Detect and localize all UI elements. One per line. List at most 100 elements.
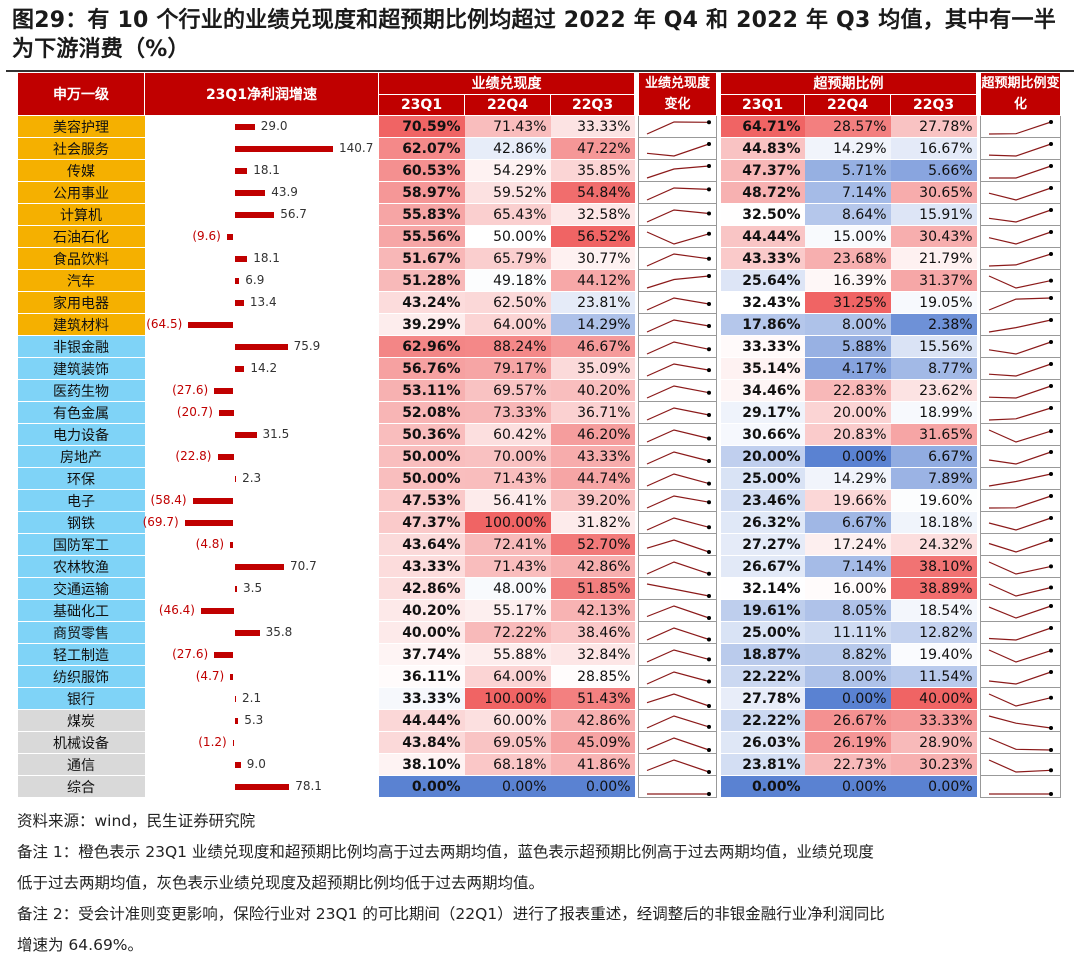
beat-value: 34.46% bbox=[720, 379, 805, 402]
column-gap bbox=[634, 203, 639, 226]
fulfill-value: 65.79% bbox=[464, 247, 551, 270]
fulfill-value: 30.77% bbox=[550, 247, 635, 270]
growth-bar bbox=[219, 410, 234, 416]
beat-change-cell bbox=[980, 247, 1062, 270]
growth-bar bbox=[184, 520, 234, 526]
column-gap bbox=[634, 291, 639, 314]
source-note: 资料来源：wind，民生证券研究院 bbox=[17, 812, 256, 830]
fulfill-value: 55.83% bbox=[378, 203, 465, 226]
fulfill-value: 72.41% bbox=[464, 533, 551, 556]
fulfill-change-cell bbox=[638, 665, 718, 688]
fulfill-value: 43.64% bbox=[378, 533, 465, 556]
table-row: 电力设备 31.5 50.36% 60.42% 46.20% 30.66% 20.83% 31… bbox=[17, 423, 1062, 446]
column-gap bbox=[716, 379, 721, 402]
column-gap bbox=[976, 335, 981, 358]
fulfill-value: 71.43% bbox=[464, 115, 551, 138]
beat-value: 0.00% bbox=[890, 775, 977, 798]
fulfill-value: 48.00% bbox=[464, 577, 551, 600]
growth-label: 56.7 bbox=[280, 207, 307, 221]
growth-label: 3.5 bbox=[243, 581, 263, 595]
growth-label: 13.4 bbox=[249, 295, 277, 309]
fulfill-value: 100.00% bbox=[464, 687, 551, 710]
column-gap bbox=[634, 115, 639, 138]
beat-value: 24.32% bbox=[890, 533, 977, 556]
fulfill-value: 32.84% bbox=[550, 643, 635, 666]
beat-value: 23.68% bbox=[804, 247, 891, 270]
fulfill-change-cell bbox=[638, 511, 718, 534]
figure-title: 图29：有 10 个行业的业绩兑现度和超预期比例均超过 2022 年 Q4 和 … bbox=[12, 8, 1056, 62]
fulfill-change-cell bbox=[638, 115, 718, 138]
column-gap bbox=[716, 401, 721, 424]
fulfill-value: 39.29% bbox=[378, 313, 465, 336]
table-row: 商贸零售 35.8 40.00% 72.22% 38.46% 25.00% 11.11% 12… bbox=[17, 621, 1062, 644]
fulfill-value: 44.44% bbox=[378, 709, 465, 732]
beat-value: 26.19% bbox=[804, 731, 891, 754]
column-gap bbox=[716, 753, 721, 776]
table-row: 公用事业 43.9 58.97% 59.52% 54.84% 48.72% 7.14% 30.… bbox=[17, 181, 1062, 204]
table-row: 银行 2.1 33.33% 100.00% 51.43% 27.78% 0.00% 40.00… bbox=[17, 687, 1062, 710]
industry-name: 电力设备 bbox=[17, 423, 145, 446]
column-gap bbox=[634, 137, 639, 160]
column-gap bbox=[634, 709, 639, 732]
beat-value: 15.91% bbox=[890, 203, 977, 226]
sparkline-beat-2 bbox=[989, 163, 1054, 179]
beat-value: 0.00% bbox=[804, 445, 891, 468]
header-fulfill: 业绩兑现度 bbox=[377, 72, 636, 95]
column-gap bbox=[716, 775, 721, 798]
beat-change-cell bbox=[980, 401, 1062, 424]
fulfill-value: 50.00% bbox=[378, 467, 465, 490]
fulfill-value: 50.36% bbox=[378, 423, 465, 446]
growth-label: (20.7) bbox=[176, 405, 213, 419]
table-row: 家用电器 13.4 43.24% 62.50% 23.81% 32.43% 31.25% 19… bbox=[17, 291, 1062, 314]
beat-value: 31.65% bbox=[890, 423, 977, 446]
header-gap bbox=[976, 72, 981, 116]
sparkline-fulfill-30 bbox=[647, 791, 712, 796]
beat-value: 5.88% bbox=[804, 335, 891, 358]
header-beat-q4: 22Q4 bbox=[804, 93, 892, 116]
beat-value: 26.03% bbox=[720, 731, 805, 754]
industry-name: 煤炭 bbox=[17, 709, 145, 732]
growth-bar bbox=[192, 498, 234, 504]
beat-value: 38.10% bbox=[890, 555, 977, 578]
growth-bar bbox=[234, 718, 239, 724]
beat-change-cell bbox=[980, 687, 1062, 710]
growth-cell: (4.8) bbox=[145, 534, 379, 556]
beat-value: 64.71% bbox=[720, 115, 805, 138]
sparkline-beat-18 bbox=[988, 515, 1054, 531]
fulfill-value: 31.82% bbox=[550, 511, 635, 534]
fulfill-value: 42.13% bbox=[550, 599, 635, 622]
fulfill-value: 73.33% bbox=[464, 401, 551, 424]
beat-value: 38.89% bbox=[890, 577, 977, 600]
industry-name: 汽车 bbox=[17, 269, 145, 292]
column-gap bbox=[976, 291, 981, 314]
fulfill-value: 52.08% bbox=[378, 401, 465, 424]
growth-bar bbox=[234, 190, 266, 196]
column-gap bbox=[716, 621, 721, 644]
fulfill-value: 28.85% bbox=[550, 665, 635, 688]
sparkline-beat-4 bbox=[988, 207, 1054, 223]
growth-label: 29.0 bbox=[260, 119, 288, 134]
growth-cell: (58.4) bbox=[145, 490, 379, 512]
growth-bar bbox=[234, 784, 290, 790]
table-row: 国防军工 (4.8) 43.64% 72.41% 52.70% 27.27% 17.24% 2… bbox=[17, 533, 1062, 556]
column-gap bbox=[716, 709, 721, 732]
fulfill-value: 47.22% bbox=[550, 137, 635, 160]
fulfill-value: 62.07% bbox=[378, 137, 465, 160]
column-gap bbox=[634, 687, 639, 710]
industry-name: 机械设备 bbox=[17, 731, 145, 754]
sparkline-fulfill-15 bbox=[646, 450, 712, 465]
column-gap bbox=[716, 467, 721, 490]
fulfill-value: 51.28% bbox=[378, 269, 465, 292]
growth-cell: 6.9 bbox=[145, 270, 379, 292]
sparkline-fulfill-17 bbox=[646, 494, 712, 509]
beat-value: 31.37% bbox=[890, 269, 977, 292]
beat-change-cell bbox=[980, 379, 1062, 402]
beat-value: 19.61% bbox=[720, 599, 805, 622]
table-row: 房地产 (22.8) 50.00% 70.00% 43.33% 20.00% 0.00% 6.… bbox=[17, 445, 1062, 468]
column-gap bbox=[976, 555, 981, 578]
sparkline-beat-26 bbox=[988, 692, 1054, 707]
fulfill-change-cell bbox=[638, 643, 718, 666]
column-gap bbox=[634, 643, 639, 666]
beat-value: 44.83% bbox=[720, 137, 805, 160]
fulfill-value: 36.71% bbox=[550, 401, 635, 424]
